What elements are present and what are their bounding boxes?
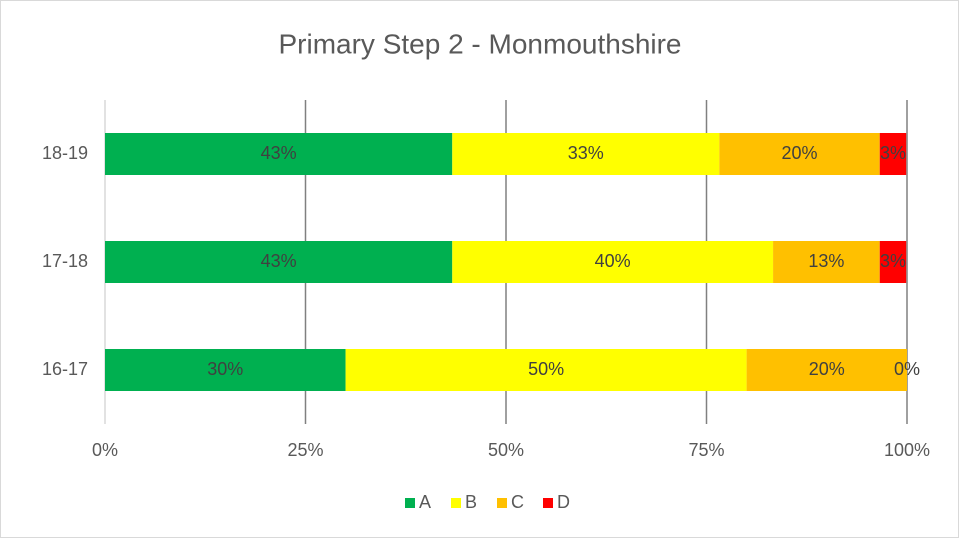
bar-segment xyxy=(879,133,907,175)
bar-segment xyxy=(879,241,907,283)
data-label: 20% xyxy=(809,359,845,379)
legend-label: A xyxy=(419,492,431,512)
bar-segment xyxy=(105,349,346,391)
y-tick-label: 16-17 xyxy=(42,359,88,379)
x-tick-label: 75% xyxy=(688,440,724,460)
chart-title: Primary Step 2 - Monmouthshire xyxy=(278,28,681,59)
x-tick-label: 25% xyxy=(287,440,323,460)
data-label: 0% xyxy=(894,359,920,379)
data-label: 33% xyxy=(568,143,604,163)
data-label: 3% xyxy=(880,251,906,271)
data-label: 20% xyxy=(782,143,818,163)
y-tick-label: 17-18 xyxy=(42,251,88,271)
y-tick-label: 18-19 xyxy=(42,143,88,163)
legend-label: D xyxy=(557,492,570,512)
legend-swatch xyxy=(497,498,507,508)
data-label: 13% xyxy=(808,251,844,271)
legend-swatch xyxy=(451,498,461,508)
x-tick-label: 100% xyxy=(884,440,930,460)
data-label: 3% xyxy=(880,143,906,163)
data-label: 50% xyxy=(528,359,564,379)
data-label: 43% xyxy=(261,251,297,271)
bar-segment xyxy=(719,133,880,175)
bar-segment xyxy=(345,349,747,391)
data-label: 30% xyxy=(207,359,243,379)
bar-segment xyxy=(452,241,774,283)
legend-label: C xyxy=(511,492,524,512)
x-tick-label: 0% xyxy=(92,440,118,460)
bar-segment xyxy=(746,349,907,391)
legend-swatch xyxy=(543,498,553,508)
bar-segment xyxy=(773,241,880,283)
legend-swatch xyxy=(405,498,415,508)
bar-segment xyxy=(105,241,453,283)
x-tick-label: 50% xyxy=(488,440,524,460)
data-label: 40% xyxy=(595,251,631,271)
bar-segment xyxy=(452,133,720,175)
bar-segment xyxy=(105,133,453,175)
data-label: 43% xyxy=(261,143,297,163)
legend-label: B xyxy=(465,492,477,512)
